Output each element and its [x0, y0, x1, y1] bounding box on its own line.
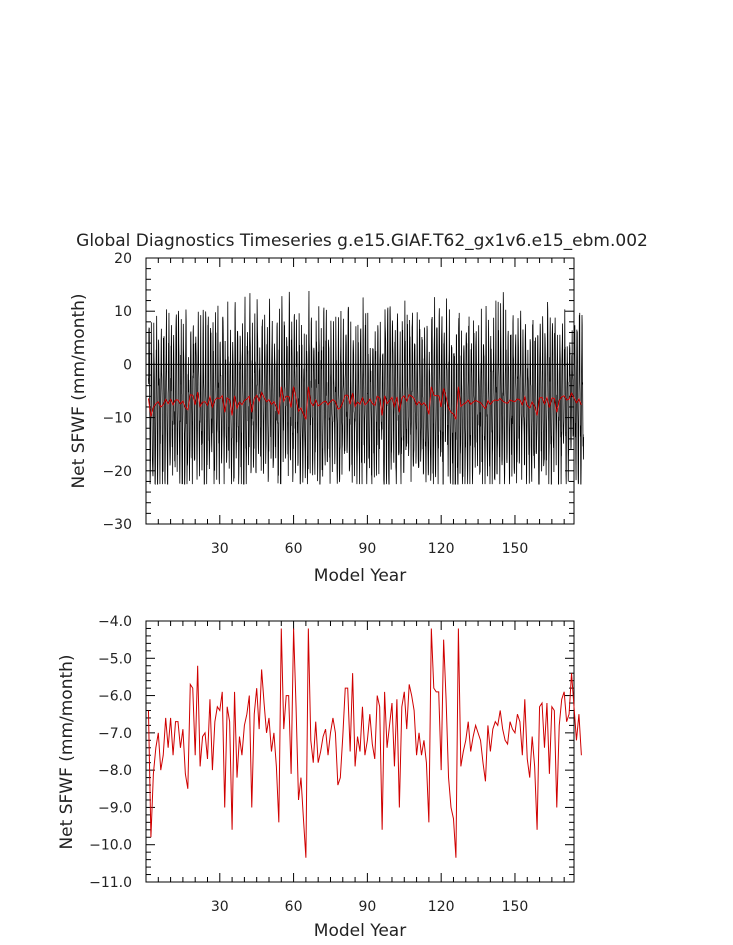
- x-tick-label: 30: [211, 541, 229, 557]
- y-tick-label: −11.0: [89, 875, 132, 891]
- y-tick-label: 10: [114, 304, 132, 320]
- y-tick-label: −6.0: [98, 689, 132, 705]
- y-tick-label: −7.0: [98, 726, 132, 742]
- x-tick-label: 90: [358, 541, 376, 557]
- top-x-axis-label: Model Year: [314, 566, 406, 586]
- x-tick-label: 150: [502, 899, 529, 915]
- top-y-tick-labels: −30 −20 −10 0 10 20: [102, 251, 132, 533]
- x-tick-label: 90: [358, 899, 376, 915]
- top-y-axis-label: Net SFWF (mm/month): [69, 293, 89, 488]
- x-tick-label: 30: [211, 899, 229, 915]
- annual-series-path: [147, 628, 582, 858]
- bottom-chart: 30 60 90 120 150 −11.0−10.0−9.0−8.0−7.0−6.0−…: [57, 614, 582, 941]
- x-tick-label: 60: [285, 541, 303, 557]
- bottom-x-axis-label: Model Year: [314, 921, 406, 941]
- x-tick-label: 120: [428, 541, 455, 557]
- monthly-series-line: [148, 290, 585, 485]
- y-tick-label: −10: [102, 411, 132, 427]
- bottom-x-tick-labels: 30 60 90 120 150: [211, 899, 528, 915]
- top-chart: Global Diagnostics Timeseries g.e15.GIAF…: [69, 231, 648, 586]
- y-tick-label: −20: [102, 464, 132, 480]
- y-tick-label: −8.0: [98, 763, 132, 779]
- chart-title: Global Diagnostics Timeseries g.e15.GIAF…: [76, 231, 648, 251]
- bottom-plot-frame: [145, 620, 575, 883]
- x-tick-label: 150: [502, 541, 529, 557]
- y-tick-label: 20: [114, 251, 132, 267]
- y-tick-label: −5.0: [98, 651, 132, 667]
- y-tick-label: −10.0: [89, 838, 132, 854]
- y-tick-label: −30: [102, 517, 132, 533]
- x-tick-label: 120: [428, 899, 455, 915]
- bottom-y-tick-labels: −11.0 −10.0 −9.0 −8.0 −7.0 −6.0 −5.0 −4.0: [89, 614, 132, 891]
- y-tick-label: 0: [123, 357, 132, 373]
- y-tick-label: −9.0: [98, 800, 132, 816]
- top-x-tick-labels: 30 60 90 120 150: [211, 541, 528, 557]
- monthly-series-path: [148, 290, 585, 485]
- annual-series-line-top: [147, 386, 582, 420]
- annual-series-path: [147, 386, 582, 420]
- y-tick-label: −4.0: [98, 614, 132, 630]
- bottom-y-axis-label: Net SFWF (mm/month): [57, 654, 77, 849]
- annual-series-line-bottom: [147, 628, 582, 858]
- x-tick-label: 60: [285, 899, 303, 915]
